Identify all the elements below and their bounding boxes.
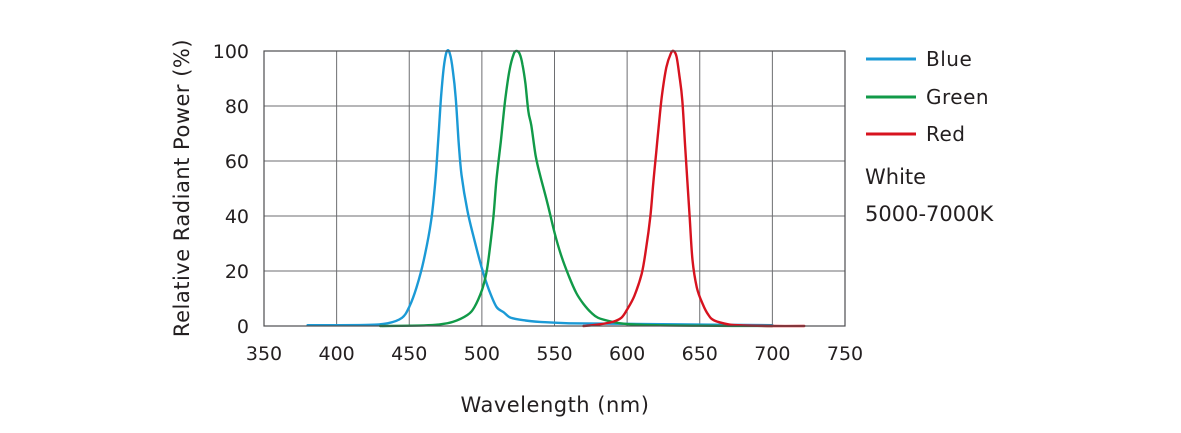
x-tick-label: 550 [536, 343, 572, 365]
x-axis-label: Wavelength (nm) [461, 393, 650, 417]
legend: Blue Green Red [866, 47, 989, 146]
y-tick-label: 100 [213, 41, 249, 63]
y-tick-label: 20 [225, 261, 249, 283]
y-tick-label: 80 [225, 96, 249, 118]
x-tick-label: 750 [827, 343, 863, 365]
series-line-blue [308, 50, 773, 325]
x-tick-label: 400 [318, 343, 354, 365]
legend-label-blue: Blue [926, 47, 972, 71]
chart-grid [264, 51, 845, 326]
y-tick-label: 60 [225, 151, 249, 173]
series-layer [308, 50, 805, 326]
series-line-red [584, 51, 805, 326]
x-tick-label: 650 [682, 343, 718, 365]
legend-label-red: Red [926, 122, 966, 146]
x-tick-label: 700 [754, 343, 790, 365]
y-tick-label: 40 [225, 206, 249, 228]
y-axis-label: Relative Radiant Power (%) [170, 39, 194, 337]
annotation-white: White [865, 165, 926, 189]
tick-labels: 350 400 450 500 550 600 650 700 750 0 20 40 60 80 100 [213, 41, 863, 365]
x-tick-label: 500 [464, 343, 500, 365]
series-line-green [380, 51, 772, 326]
x-tick-label: 450 [391, 343, 427, 365]
y-tick-label: 0 [237, 316, 249, 338]
x-tick-label: 600 [609, 343, 645, 365]
x-tick-label: 350 [246, 343, 282, 365]
annotation-cct: 5000-7000K [865, 202, 994, 226]
legend-label-green: Green [926, 85, 989, 109]
